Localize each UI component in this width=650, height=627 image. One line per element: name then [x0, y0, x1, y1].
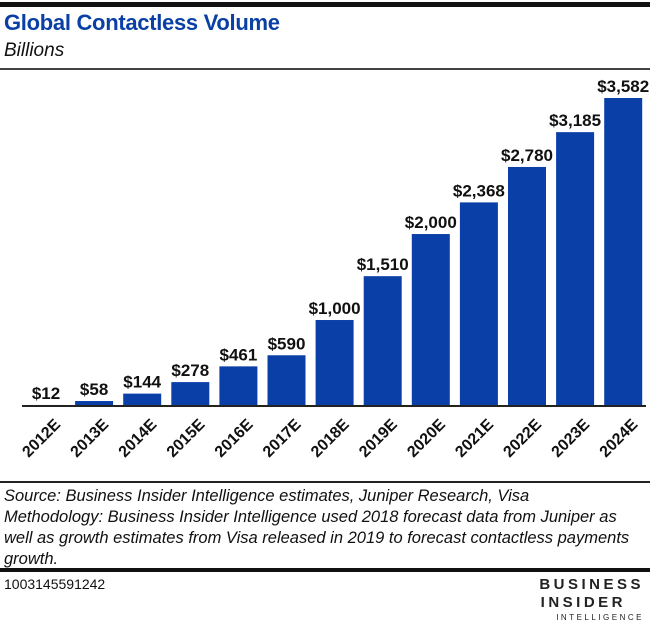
bar-2017E	[267, 355, 306, 406]
data-label-2013E: $58	[80, 380, 108, 399]
x-tick-label-2017E: 2017E	[260, 416, 305, 461]
x-tick-label-2021E: 2021E	[452, 416, 497, 461]
logo-line-business: BUSINESS	[539, 576, 644, 593]
data-label-2016E: $461	[219, 345, 257, 364]
x-tick-label-2023E: 2023E	[549, 416, 594, 461]
bar-2023E	[556, 132, 595, 406]
bar-2022E	[508, 166, 546, 406]
x-tick-label-2013E: 2013E	[68, 416, 113, 461]
x-tick-label-2016E: 2016E	[212, 416, 257, 461]
x-tick-label-2012E: 2012E	[19, 416, 64, 461]
bottom-divider	[0, 568, 650, 572]
bar-2015E	[171, 382, 210, 406]
data-label-2018E: $1,000	[309, 299, 361, 318]
data-label-2022E: $2,780	[501, 146, 553, 165]
business-insider-intelligence-logo: BUSINESS INSIDER INTELLIGENCE	[539, 576, 644, 624]
header-divider	[0, 68, 650, 70]
data-label-2014E: $144	[123, 373, 161, 392]
x-tick-label-2015E: 2015E	[164, 416, 209, 461]
x-tick-label-2022E: 2022E	[500, 416, 545, 461]
bars-group	[27, 98, 643, 406]
data-label-2021E: $2,368	[453, 181, 505, 200]
chart-subtitle: Billions	[4, 40, 65, 61]
methodology-text: Methodology: Business Insider Intelligen…	[4, 508, 630, 568]
data-label-2012E: $12	[32, 384, 60, 403]
top-border	[0, 2, 650, 7]
bar-2014E	[123, 393, 162, 406]
bar-2020E	[411, 234, 450, 406]
bar-2013E	[75, 401, 114, 406]
data-label-2015E: $278	[171, 361, 209, 380]
chart-title: Global Contactless Volume	[4, 10, 280, 35]
footer-divider	[0, 481, 650, 483]
bar-2016E	[219, 366, 258, 406]
data-label-2024E: $3,582	[597, 77, 649, 96]
logo-line-insider: INSIDER	[540, 594, 626, 611]
data-label-2017E: $590	[268, 334, 306, 353]
x-tick-label-2018E: 2018E	[308, 416, 353, 461]
chart-id: 1003145591242	[4, 576, 106, 592]
x-tick-label-2020E: 2020E	[404, 416, 449, 461]
x-tick-labels-group: 2012E 2013E 2014E 2015E 2016E 2017E 2018E 2019E…	[19, 416, 641, 461]
data-labels-group: $12 $58 $144 $278 $461 $590$1,000 $1,510 $2,000…	[32, 77, 649, 403]
bar-2024E	[604, 98, 643, 406]
x-tick-label-2014E: 2014E	[116, 416, 161, 461]
source-text: Source: Business Insider Intelligence es…	[4, 487, 530, 505]
x-tick-label-2019E: 2019E	[356, 416, 401, 461]
bar-2018E	[315, 320, 354, 406]
bar-2021E	[459, 202, 498, 406]
data-label-2020E: $2,000	[405, 213, 457, 232]
bar-2019E	[363, 276, 402, 406]
logo-line-intelligence: INTELLIGENCE	[556, 613, 644, 622]
data-label-2023E: $3,185	[549, 111, 601, 130]
bar-chart: $12 $58 $144 $278 $461 $590$1,000 $1,510 $2,000…	[19, 77, 649, 461]
data-label-2019E: $1,510	[357, 255, 409, 274]
x-tick-label-2024E: 2024E	[597, 416, 642, 461]
source-note: Source: Business Insider Intelligence es…	[4, 486, 644, 570]
